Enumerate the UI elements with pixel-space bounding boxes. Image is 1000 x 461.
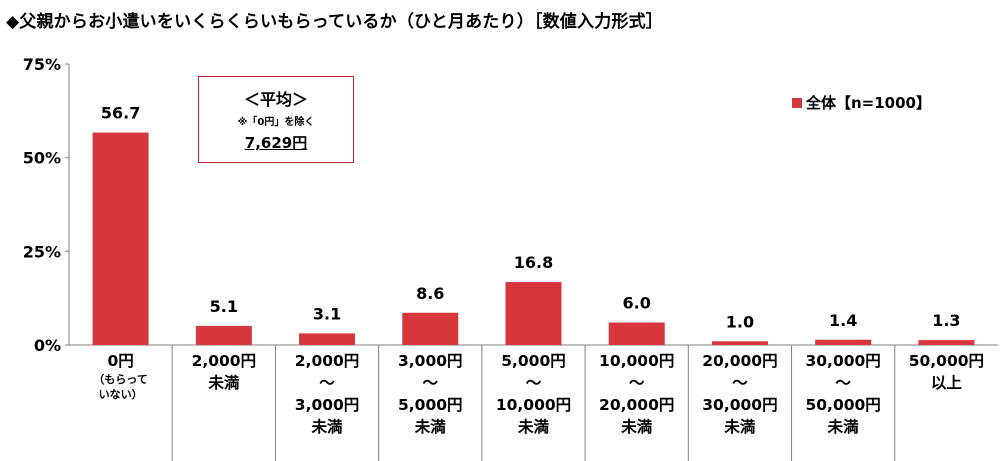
x-tick-label-line: 10,000円 — [495, 396, 572, 414]
x-tick-label-line: 3,000円 — [398, 352, 463, 370]
average-heading: ＜平均＞ — [243, 90, 308, 109]
x-tick-label-line: 50,000円 — [908, 352, 985, 370]
bar-value-label: 8.6 — [416, 284, 444, 303]
x-tick-label-line: 30,000円 — [702, 396, 778, 414]
bar — [92, 132, 149, 345]
x-tick-label-line: 未満 — [621, 418, 653, 436]
x-tick-label: 5,000円 ～ 10,000円 未満 — [496, 350, 571, 438]
x-tick-label-line: 30,000円 — [805, 352, 881, 370]
bar — [195, 325, 252, 345]
x-tick-label-line: ～ — [422, 374, 439, 392]
x-tick-label: 20,000円 ～ 30,000円 未満 — [702, 350, 777, 438]
x-tick-label-line: 未満 — [827, 418, 859, 436]
x-tick-label-line: 0円 — [107, 352, 134, 370]
average-note: ※「0円」を除く — [237, 117, 315, 128]
x-tick-label-line: 2,000円 — [191, 352, 257, 370]
bar-value-label: 56.7 — [101, 104, 140, 123]
x-tick-label: 2,000円 ～ 3,000円 未満 — [295, 350, 360, 438]
bar-value-label: 16.8 — [514, 253, 553, 272]
bar-value-label: 3.1 — [313, 304, 341, 323]
x-tick-label-line: ～ — [732, 374, 748, 392]
x-tick-label-line: ～ — [628, 374, 645, 392]
x-tick-label: 2,000円 未満 — [192, 350, 257, 394]
x-tick-label-note: いない） — [98, 388, 143, 401]
y-tick-label: 0% — [34, 336, 61, 355]
x-tick-label-line: 50,000円 — [805, 396, 881, 414]
bar — [505, 282, 562, 345]
x-tick-label-line: 20,000円 — [599, 396, 675, 414]
x-tick-label-note: （もらって — [93, 373, 148, 386]
x-tick-label-line: ～ — [525, 374, 542, 392]
y-tick-label: 75% — [23, 55, 61, 74]
x-tick-label: 0円 （もらっていない） — [93, 350, 147, 402]
x-tick-label: 10,000円 ～ 20,000円 未満 — [599, 350, 674, 438]
x-tick-label: 3,000円 ～ 5,000円 未満 — [398, 350, 463, 438]
x-tick-label-line: ～ — [319, 374, 335, 392]
bar — [711, 341, 768, 345]
x-tick-label-line: 5,000円 — [398, 396, 463, 414]
x-tick-label-line: 未満 — [414, 418, 446, 436]
x-tick-label-line: 20,000円 — [702, 352, 778, 370]
bar-value-label: 1.4 — [829, 311, 857, 330]
average-box: ＜平均＞ ※「0円」を除く 7,629円 — [198, 76, 354, 163]
x-tick-label-line: 3,000円 — [294, 396, 360, 414]
average-value: 7,629円 — [244, 134, 308, 152]
x-tick-label-line: 未満 — [311, 418, 343, 436]
bar-value-label: 1.0 — [726, 312, 754, 331]
y-tick-label: 50% — [23, 149, 61, 168]
x-tick-label-line: 5,000円 — [501, 352, 566, 370]
bar-value-label: 6.0 — [623, 294, 651, 313]
x-tick-label-line: 以上 — [930, 374, 962, 392]
x-tick-label: 50,000円 以上 — [909, 350, 984, 394]
x-tick-label: 30,000円 ～ 50,000円 未満 — [805, 350, 880, 438]
chart-title: ◆父親からお小遣いをいくらくらいもらっているか（ひと月あたり）［数値入力形式］ — [6, 12, 664, 32]
bar-value-label: 5.1 — [210, 297, 238, 316]
y-tick-label: 25% — [23, 242, 61, 261]
x-tick-label-line: 未満 — [208, 374, 240, 392]
bar — [918, 340, 975, 345]
legend: 全体【n=1000】 — [792, 92, 931, 113]
bar — [608, 322, 665, 345]
bar — [815, 339, 872, 345]
bar-value-label: 1.3 — [932, 311, 960, 330]
legend-swatch — [792, 97, 802, 108]
x-tick-label-line: 10,000円 — [599, 352, 675, 370]
x-tick-label-line: 未満 — [724, 418, 756, 436]
legend-label: 全体【n=1000】 — [806, 94, 931, 112]
bar — [402, 312, 459, 345]
x-tick-label-line: 2,000円 — [294, 352, 360, 370]
x-tick-label-line: ～ — [835, 374, 851, 392]
x-tick-label-line: 未満 — [517, 418, 550, 436]
bar — [299, 333, 356, 345]
